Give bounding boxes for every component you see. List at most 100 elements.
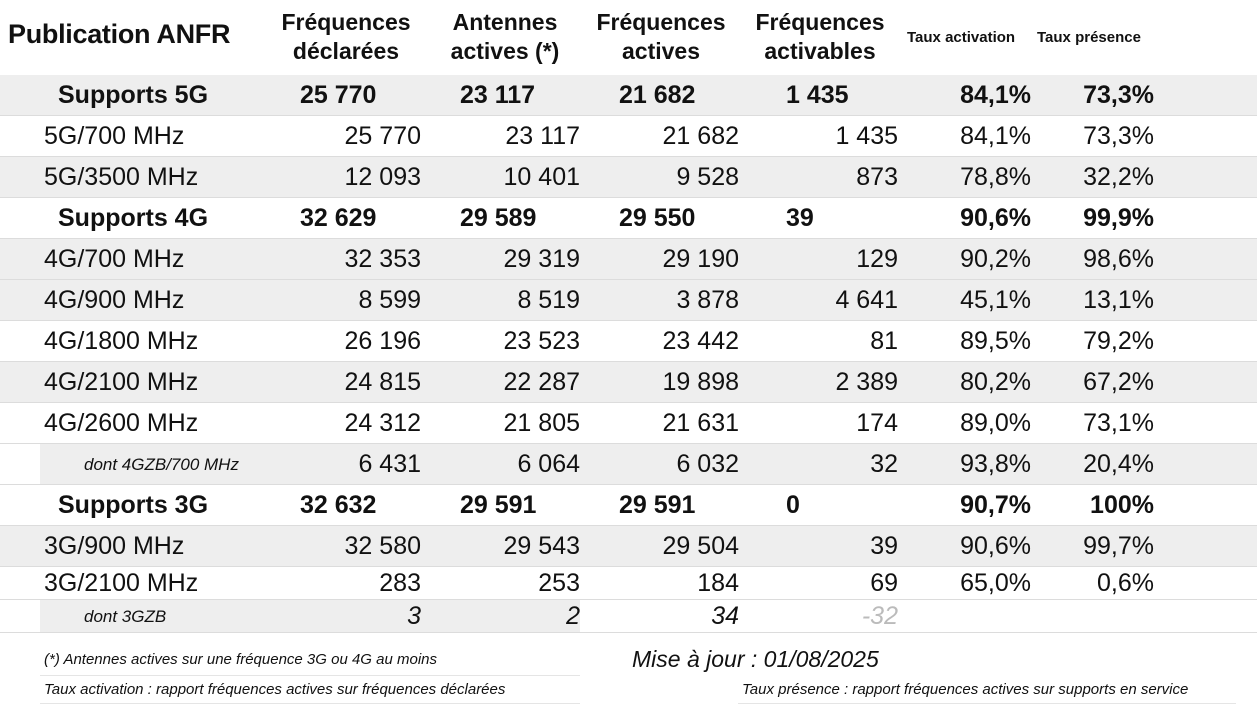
table-row: 4G/2600 MHz 24 312 21 805 21 631 174 89,0% 73,… [0,403,1257,444]
cell-activable: 39 [870,532,898,560]
cell-activable: 32 [870,450,898,478]
cell-declared: 26 196 [344,327,421,355]
cell-declared: 8 599 [358,286,421,314]
table-row: 4G/900 MHz 8 599 8 519 3 878 4 641 45,1% 13,1% [0,280,1257,321]
row-separator [0,566,1257,567]
row-background [0,239,1257,280]
cell-antennas: 6 064 [517,450,580,478]
cell-antennas: 23 117 [460,81,536,109]
header-active: Fréquences actives [585,8,737,66]
cell-active: 19 898 [662,368,739,396]
footnote-divider [40,675,580,676]
cell-presence: 98,6% [1083,245,1154,273]
header-active-line2: actives [621,38,700,64]
cell-activation: 90,2% [960,245,1031,273]
footnote-antennas: (*) Antennes actives sur une fréquence 3… [44,651,437,668]
cell-declared: 12 093 [344,163,421,191]
cell-activation: 65,0% [960,569,1031,597]
cell-declared: 24 312 [344,409,421,437]
cell-antennas: 29 589 [460,204,537,232]
cell-declared: 32 580 [344,532,421,560]
row-separator [0,484,1257,485]
row-label: 3G/900 MHz [44,532,185,560]
cell-activation: 90,6% [960,204,1031,232]
row-separator [0,238,1257,239]
cell-active: 184 [697,569,739,597]
row-separator [0,361,1257,362]
cell-active: 6 032 [676,450,739,478]
row-background [0,362,1257,403]
cell-activation: 45,1% [960,286,1031,314]
row-background [0,157,1257,198]
cell-antennas: 10 401 [503,163,580,191]
row-label: 5G/3500 MHz [44,163,199,191]
row-label: 4G/700 MHz [44,245,185,273]
cell-antennas: 22 287 [503,368,580,396]
table-row: 4G/2100 MHz 24 815 22 287 19 898 2 389 80,2% 6… [0,362,1257,403]
cell-presence: 67,2% [1083,368,1154,396]
row-separator [0,402,1257,403]
row-separator [0,320,1257,321]
row-background [0,526,1257,567]
table-row: 3G/2100 MHz 283 253 184 69 65,0% 0,6% [0,567,1257,600]
row-separator [0,632,1257,633]
cell-activable: 1 435 [786,81,849,109]
cell-activation: 89,5% [960,327,1031,355]
cell-activation: 78,8% [960,163,1031,191]
cell-presence: 32,2% [1083,163,1154,191]
header-declared-line1: Fréquences [281,9,411,35]
cell-activable: 0 [786,491,800,519]
table-row: dont 4GZB/700 MHz 6 431 6 064 6 032 32 93,8% 2… [0,444,1257,485]
cell-declared: 3 [407,602,421,630]
header-declared-line2: déclarées [292,38,400,64]
cell-declared: 6 431 [358,450,421,478]
cell-declared: 32 353 [344,245,421,273]
row-separator [0,599,1257,600]
row-separator [0,443,1257,444]
table-row: dont 3GZB 3 2 34 -32 [0,600,1257,633]
cell-presence: 20,4% [1083,450,1154,478]
table-row: Supports 4G 32 629 29 589 29 550 39 90,6% 99,9… [0,198,1257,239]
cell-presence: 73,1% [1083,409,1154,437]
footnote-divider [738,703,1236,704]
row-label: Supports 3G [58,491,209,519]
footnote-divider [40,703,580,704]
header-rate-presence: Taux présence [1037,29,1141,46]
row-background [0,116,1257,157]
cell-presence: 99,9% [1083,204,1154,232]
cell-declared: 32 629 [300,204,377,232]
table-row: Supports 5G 25 770 23 117 21 682 1 435 84,1% 7… [0,75,1257,116]
cell-antennas: 253 [538,569,580,597]
header-activable-line1: Fréquences [755,9,885,35]
cell-activable: 1 435 [835,122,898,150]
cell-activation: 84,1% [960,81,1031,109]
cell-declared: 25 770 [344,122,421,150]
cell-active: 29 504 [662,532,739,560]
cell-presence: 73,3% [1083,81,1154,109]
cell-activable: 2 389 [835,368,898,396]
row-separator [0,197,1257,198]
cell-antennas: 29 543 [503,532,580,560]
table-row: 3G/900 MHz 32 580 29 543 29 504 39 90,6% 99,7% [0,526,1257,567]
cell-declared: 24 815 [344,368,421,396]
cell-active: 21 631 [662,409,739,437]
row-separator [0,525,1257,526]
row-background [0,75,1257,116]
row-label: 4G/2600 MHz [44,409,199,437]
cell-antennas: 2 [566,602,580,630]
row-separator [0,279,1257,280]
cell-active: 29 550 [619,204,696,232]
cell-activable: 129 [856,245,898,273]
cell-antennas: 8 519 [517,286,580,314]
update-date: Mise à jour : 01/08/2025 [632,646,879,672]
header-activable-line2: activables [764,38,876,64]
page-title: Publication ANFR [8,19,231,49]
cell-presence: 13,1% [1083,286,1154,314]
table-row: 5G/700 MHz 25 770 23 117 21 682 1 435 84,1% 73… [0,116,1257,157]
cell-declared: 32 632 [300,491,377,519]
row-label: 4G/900 MHz [44,286,185,314]
cell-antennas: 29 591 [460,491,537,519]
cell-active: 21 682 [619,81,696,109]
cell-activable: 81 [870,327,898,355]
cell-presence: 99,7% [1083,532,1154,560]
